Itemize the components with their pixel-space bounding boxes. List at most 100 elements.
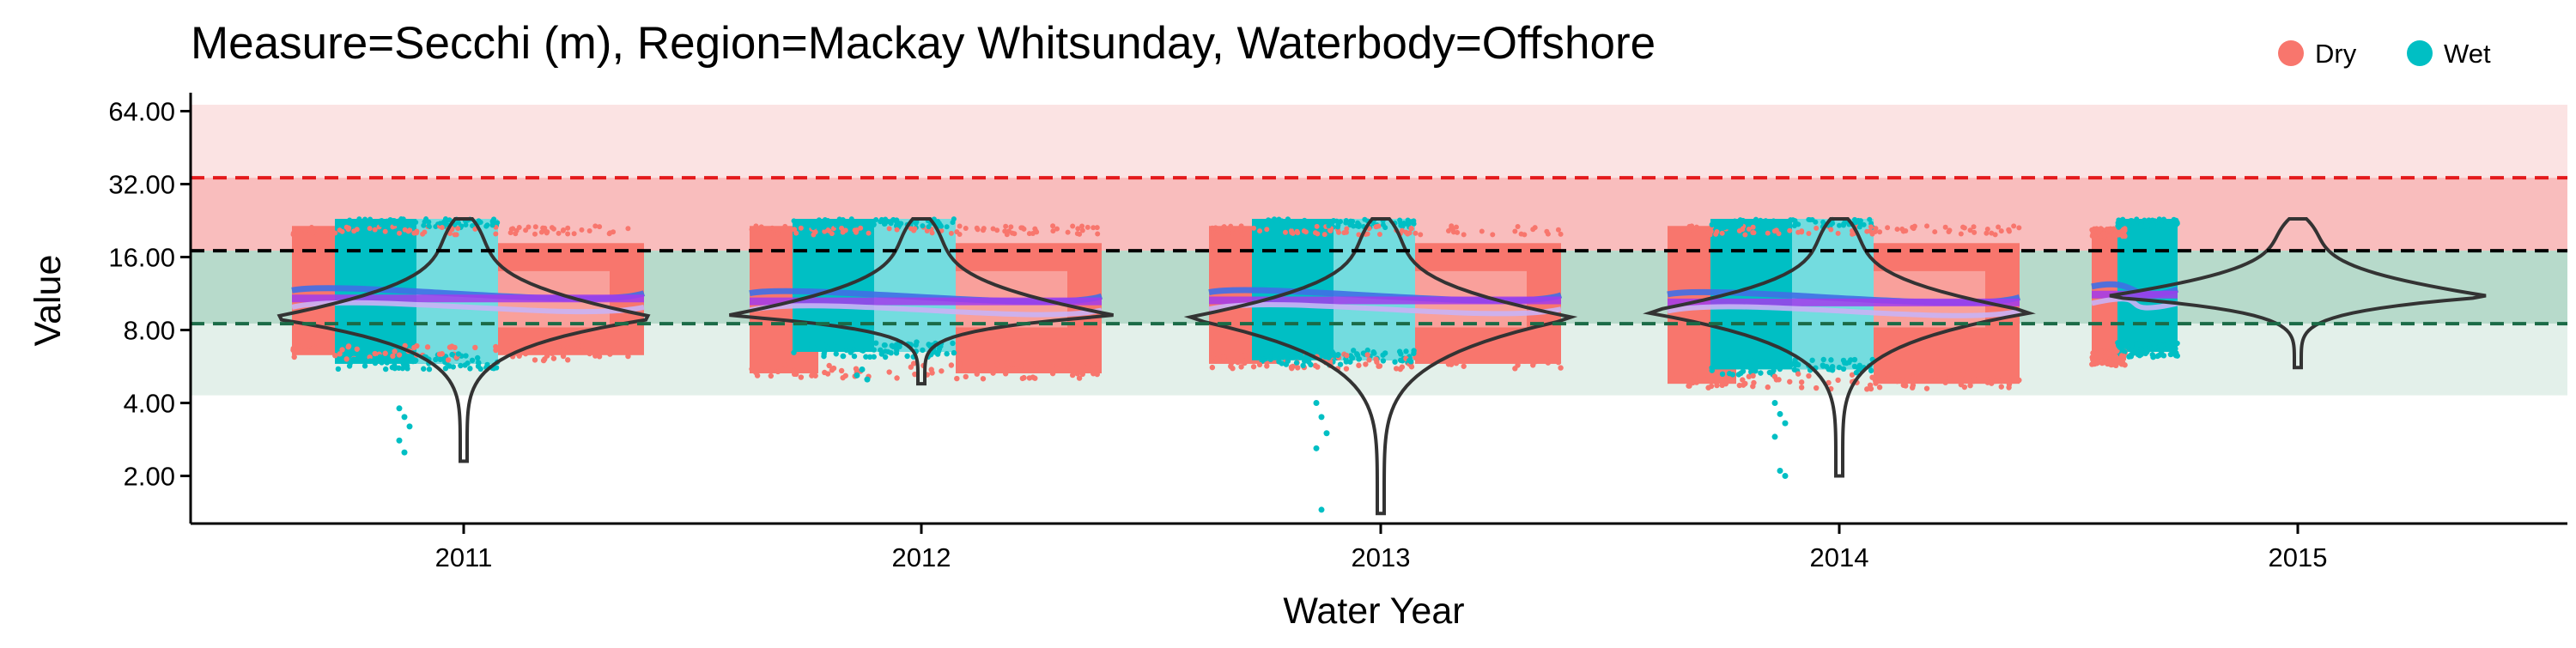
wet-point	[944, 350, 950, 357]
dry-point	[1814, 225, 1820, 231]
wet-point	[2146, 217, 2152, 223]
chart-title: Measure=Secchi (m), Region=Mackay Whitsu…	[191, 18, 1656, 69]
wet-point	[1407, 359, 1414, 365]
wet-point	[361, 352, 368, 359]
dry-point	[1356, 362, 1362, 368]
dry-point	[1211, 229, 1217, 235]
wet-point	[804, 341, 811, 347]
wet-point	[336, 220, 342, 226]
dry-point	[948, 230, 954, 236]
dry-point	[1008, 224, 1014, 230]
wet-point	[1288, 354, 1295, 360]
dry-point	[345, 227, 351, 233]
dry-point	[549, 225, 555, 231]
wet-point	[1758, 224, 1764, 230]
wet-point	[1719, 371, 1726, 378]
dry-point	[1960, 224, 1966, 230]
wet-point	[2146, 341, 2152, 348]
dry-point	[929, 230, 935, 236]
dry-point	[768, 372, 775, 379]
wet-point	[1411, 350, 1417, 356]
wet-point	[1758, 360, 1764, 366]
wet-point	[1723, 357, 1729, 363]
wet-point	[1259, 351, 1266, 357]
wet-outlier-point	[1771, 400, 1778, 406]
dry-point	[1084, 360, 1091, 366]
dry-point	[1242, 226, 1248, 232]
wet-point	[1732, 218, 1738, 224]
wet-point	[888, 221, 894, 227]
dry-point	[1947, 227, 1953, 233]
wet-point	[931, 349, 938, 355]
y-tick-label: 8.00	[124, 316, 175, 346]
dry-point	[1558, 231, 1564, 237]
wet-point	[816, 339, 823, 346]
y-tick-label: 32.00	[108, 170, 175, 200]
dry-point	[980, 376, 987, 382]
wet-point	[1267, 218, 1273, 224]
dry-point	[565, 231, 571, 237]
dry-point	[1094, 225, 1100, 231]
dry-point	[544, 230, 550, 236]
dry-point	[1544, 228, 1550, 234]
dry-point	[1344, 226, 1350, 232]
dry-point	[775, 368, 781, 375]
wet-point	[2129, 218, 2135, 224]
dry-point	[550, 355, 557, 361]
dry-point	[1094, 371, 1100, 378]
wet-point	[400, 220, 406, 226]
dry-point	[1091, 225, 1097, 231]
dry-point	[769, 225, 775, 231]
dry-point	[302, 342, 309, 349]
dry-point	[1942, 379, 1948, 385]
wet-point	[913, 219, 919, 225]
dry-point	[1894, 378, 1900, 385]
wet-point	[1261, 357, 1267, 363]
dry-point	[1054, 366, 1060, 372]
dry-point	[894, 227, 900, 233]
wet-point	[2129, 341, 2135, 347]
dry-point	[975, 361, 981, 368]
dry-point	[1992, 378, 1998, 385]
dry-point	[1705, 373, 1711, 379]
x-tick-label: 2012	[892, 542, 951, 572]
wet-point	[1326, 354, 1332, 360]
dry-point	[1995, 374, 2002, 381]
wet-point	[346, 363, 353, 369]
dry-point	[1026, 375, 1033, 381]
dry-point	[1959, 371, 1966, 378]
dry-point	[1288, 227, 1294, 233]
wet-point	[1709, 367, 1716, 373]
wet-point	[1335, 224, 1341, 230]
dry-point	[1669, 227, 1675, 233]
smooth-band-line	[1667, 304, 2020, 318]
dry-point	[1787, 379, 1793, 385]
dry-point	[571, 346, 577, 352]
wet-point	[1371, 350, 1377, 356]
dry-point	[1910, 382, 1917, 389]
wet-point	[1709, 222, 1715, 228]
dry-point	[2120, 227, 2126, 233]
dry-point	[822, 369, 828, 376]
year-group	[1643, 216, 2036, 479]
dry-point	[1239, 353, 1246, 360]
dry-point	[1984, 227, 1990, 233]
dry-point	[1884, 372, 1891, 379]
wet-point	[1300, 222, 1306, 228]
wet-point	[484, 222, 490, 228]
wet-point	[848, 221, 854, 227]
wet-point	[447, 363, 453, 369]
wet-point	[883, 216, 889, 222]
dry-point	[1923, 385, 1930, 391]
y-tick-label: 16.00	[108, 243, 175, 273]
wet-point	[2159, 217, 2165, 223]
wet-point	[421, 366, 427, 372]
violin-outline	[729, 216, 1114, 386]
wet-point	[1380, 352, 1386, 358]
wet-point	[1356, 356, 1362, 362]
wet-point	[2172, 346, 2178, 352]
dry-point	[939, 368, 945, 374]
dry-point	[1418, 232, 1424, 238]
wet-point	[1392, 359, 1398, 365]
dry-point	[1079, 227, 1085, 233]
